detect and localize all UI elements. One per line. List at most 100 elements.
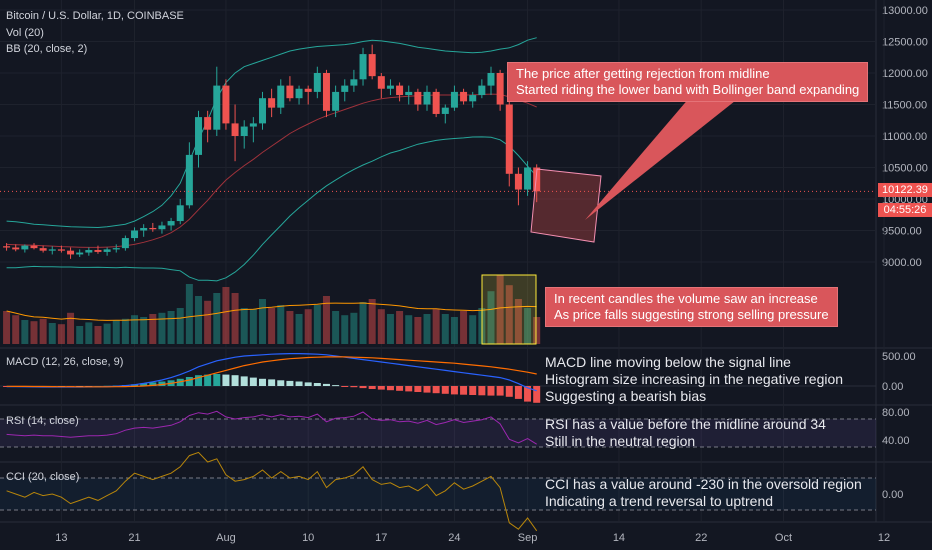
price-tick-label: 12000.00: [882, 68, 928, 80]
volume-bar: [533, 317, 541, 344]
macd-histogram-bar: [313, 383, 321, 386]
candle-body: [368, 54, 376, 77]
macd-histogram-bar: [505, 386, 513, 397]
cci-annotation-line-1: CCI has a value around -230 in the overs…: [545, 476, 862, 492]
macd-histogram-bar: [195, 375, 203, 386]
candle-body: [222, 85, 230, 124]
volume-bar: [514, 299, 522, 344]
volume-bar: [67, 312, 75, 344]
volume-bar: [231, 293, 239, 344]
volume-bar: [322, 296, 330, 344]
volume-bar: [350, 312, 358, 344]
candle-body: [441, 107, 449, 114]
macd-tick-label: 500.00: [882, 351, 916, 363]
candle-body: [304, 88, 312, 92]
volume-bar: [505, 285, 513, 344]
bb-annotation: The price after getting rejection from m…: [507, 62, 869, 102]
volume-bar: [158, 312, 166, 344]
candle-body: [76, 252, 84, 255]
volume-bar: [167, 311, 175, 344]
bb-annotation-line-1: The price after getting rejection from m…: [516, 66, 770, 81]
candle-body: [240, 126, 248, 136]
volume-bar: [304, 309, 312, 344]
volume-annotation-line-1: In recent candles the volume saw an incr…: [554, 291, 818, 306]
time-tick-label: 21: [128, 532, 140, 544]
macd-histogram-bar: [386, 386, 394, 391]
volume-bar: [432, 309, 440, 344]
candle-body: [350, 79, 358, 86]
candle-body: [313, 73, 321, 92]
candle-body: [167, 221, 175, 226]
candle-body: [39, 248, 47, 251]
macd-histogram-bar: [222, 374, 230, 386]
candle-body: [432, 91, 440, 114]
callout-pointer: [585, 97, 740, 220]
macd-histogram-bar: [158, 381, 166, 386]
price-tick-label: 13000.00: [882, 5, 928, 17]
volume-bar: [496, 275, 504, 344]
candle-body: [396, 85, 404, 96]
volume-bar: [524, 308, 532, 344]
volume-bar: [332, 311, 340, 344]
macd-annotation-line-3: Suggesting a bearish bias: [545, 388, 707, 404]
candle-body: [359, 54, 367, 80]
candle-body: [286, 85, 294, 99]
macd-annotation: MACD line moving below the signal line H…: [545, 354, 843, 405]
volume-bar: [460, 311, 468, 344]
macd-histogram-bar: [332, 385, 340, 387]
candle-body: [48, 249, 56, 251]
candle-body: [496, 73, 504, 105]
time-tick-label: 10: [302, 532, 314, 544]
volume-bar: [222, 287, 230, 344]
time-tick-label: 12: [878, 532, 890, 544]
candle-body: [12, 247, 20, 250]
candle-body: [277, 85, 285, 108]
candle-body: [158, 225, 166, 230]
volume-bar: [57, 324, 65, 344]
rsi-annotation: RSI has a value before the midline aroun…: [545, 416, 826, 450]
macd-annotation-line-2: Histogram size increasing in the negativ…: [545, 371, 844, 387]
macd-histogram-bar: [533, 386, 541, 403]
price-tick-label: 9000.00: [882, 257, 922, 269]
macd-histogram-bar: [423, 386, 431, 393]
volume-bar: [368, 299, 376, 344]
projection-box: [530, 168, 602, 243]
rsi-annotation-line-1: RSI has a value before the midline aroun…: [545, 416, 826, 432]
candle-body: [258, 98, 266, 124]
macd-histogram-bar: [469, 386, 477, 395]
macd-histogram-bar: [396, 386, 404, 391]
volume-annotation-line-2: As price falls suggesting strong selling…: [554, 307, 829, 322]
candle-body: [195, 117, 203, 155]
candle-body: [533, 167, 541, 192]
macd-histogram-bar: [304, 382, 312, 386]
macd-histogram-bar: [268, 379, 276, 386]
candle-body: [249, 123, 257, 127]
macd-histogram-bar: [231, 375, 239, 386]
volume-bar: [12, 315, 20, 344]
volume-bar: [204, 300, 212, 344]
macd-histogram-bar: [368, 386, 376, 389]
macd-histogram-bar: [286, 380, 294, 386]
macd-histogram-bar: [405, 386, 413, 392]
macd-histogram-bar: [204, 374, 212, 386]
macd-histogram-bar: [341, 386, 349, 387]
volume-bar: [359, 302, 367, 344]
macd-histogram-bar: [322, 383, 330, 386]
candle-body: [185, 154, 193, 206]
candle-body: [140, 227, 148, 231]
volume-bar: [441, 314, 449, 344]
candle-body: [332, 91, 340, 111]
candle-body: [3, 246, 11, 248]
candle-body: [405, 91, 413, 96]
bb-annotation-line-2: Started riding the lower band with Bolli…: [516, 82, 860, 97]
candle-body: [85, 250, 93, 253]
macd-annotation-line-1: MACD line moving below the signal line: [545, 354, 791, 370]
volume-bar: [423, 314, 431, 344]
time-tick-label: 17: [375, 532, 387, 544]
price-tick-label: 10500.00: [882, 163, 928, 175]
candle-body: [295, 88, 303, 99]
volume-bar: [213, 293, 221, 344]
candle-body: [469, 95, 477, 102]
volume-legend: Vol (20): [6, 27, 44, 39]
